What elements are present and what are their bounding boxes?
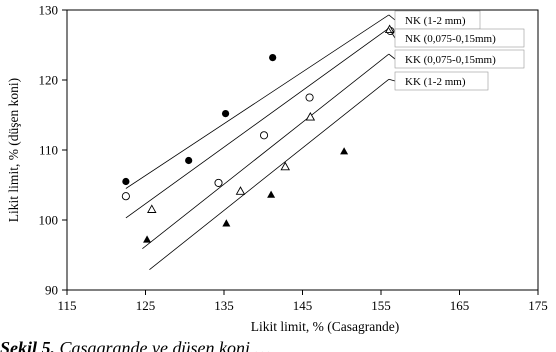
data-point-open-triangle [280,161,290,171]
y-tick-label: 110 [39,143,58,158]
data-point-open-triangle [235,186,246,195]
data-point-filled-circle [122,177,130,186]
legend-box [394,71,489,91]
trend-line [125,14,390,189]
caption-text: Casagrande ve düşen koni … [55,338,271,352]
x-tick-label: 135 [214,298,234,313]
figure-caption: Şekil 5. Casagrande ve düşen koni … [0,335,556,352]
x-tick-label: 125 [136,298,156,313]
legend-connector [388,27,396,39]
data-point-open-circle [305,93,314,102]
caption-label: Şekil 5. [0,338,56,352]
data-point-filled-triangle [267,190,276,198]
legend-connector [388,78,396,82]
legend-label: NK (0,075-0,15mm) [405,33,496,45]
legend-box [394,28,525,48]
data-point-filled-triangle [222,219,231,227]
trend-line [149,78,390,271]
data-point-open-circle [259,131,269,140]
y-tick-label: 100 [39,213,59,228]
data-point-open-circle [121,192,130,201]
y-tick-label: 120 [39,73,59,88]
y-tick-label: 90 [45,283,58,298]
data-point-filled-circle [221,110,230,118]
legend-box [394,49,525,69]
data-point-filled-circle [269,54,277,62]
trend-line [142,53,390,250]
x-tick-label: 165 [450,298,470,313]
data-point-open-triangle [305,111,316,121]
data-point-filled-triangle [143,235,152,243]
data-point-open-circle [214,178,223,187]
x-tick-label: 175 [528,298,548,313]
x-tick-label: 155 [371,298,391,313]
y-axis-label: Likit limit, % (düşen koni) [6,78,21,222]
legend-connector [388,53,396,60]
data-point-filled-triangle [340,147,349,155]
legend-label: KK (0,075-0,15mm) [405,54,496,66]
data-point-filled-circle [185,156,193,165]
legend-label: KK (1-2 mm) [405,76,466,88]
legend-connector [388,14,396,21]
x-tick-label: 145 [293,298,313,313]
y-tick-label: 130 [39,3,59,18]
legend-label: NK (1-2 mm) [405,15,466,27]
x-tick-label: 115 [57,298,76,313]
x-axis-label: Likit limit, % (Casagrande) [251,319,399,334]
data-point-open-triangle [147,204,157,213]
trend-line [125,27,390,219]
